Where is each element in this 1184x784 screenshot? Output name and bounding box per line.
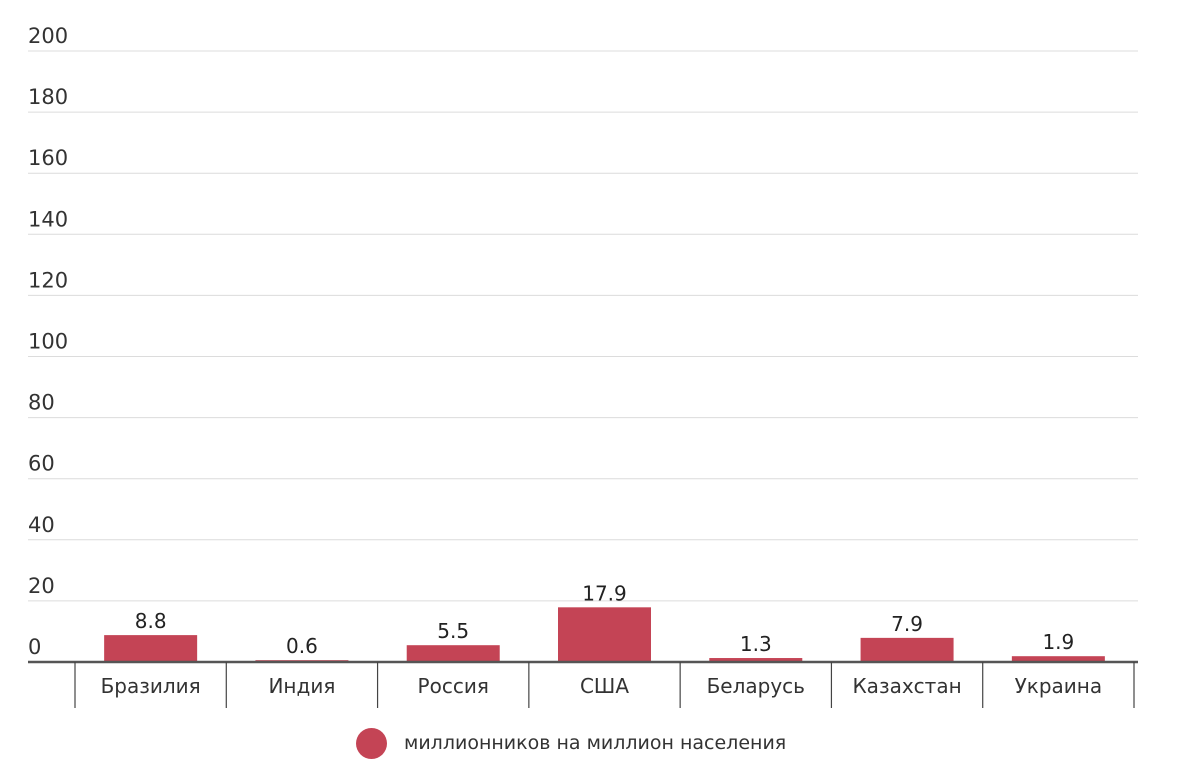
data-label: 1.3 <box>740 632 772 656</box>
legend-swatch <box>356 727 387 759</box>
y-axis-tick-labels: 0 20 40 60 80 100 120 140 160 180 200 <box>28 24 68 659</box>
y-tick-label: 20 <box>28 574 55 598</box>
bar <box>406 645 500 662</box>
gridlines <box>28 50 1138 602</box>
data-label: 17.9 <box>582 581 627 605</box>
bar <box>860 637 954 662</box>
y-tick-label: 180 <box>28 85 68 109</box>
bar <box>709 658 803 662</box>
bars <box>104 607 1105 662</box>
data-labels: 8.8 0.6 5.5 17.9 1.3 7.9 1.9 <box>135 581 1075 658</box>
data-label: 1.9 <box>1042 630 1074 654</box>
x-axis <box>28 660 1138 708</box>
y-tick-label: 100 <box>28 330 68 354</box>
y-tick-label: 80 <box>28 391 55 415</box>
x-category-label: Индия <box>268 674 335 698</box>
x-category-label: Бразилия <box>101 674 201 698</box>
y-tick-label: 60 <box>28 452 55 476</box>
y-tick-label: 160 <box>28 146 68 170</box>
y-tick-label: 0 <box>28 635 41 659</box>
x-category-label: Беларусь <box>707 674 805 698</box>
legend-label: миллионников на миллион населения <box>404 732 787 754</box>
x-axis-category-labels: Бразилия Индия Россия США Беларусь Казахстан У… <box>101 674 1103 698</box>
bar <box>558 607 651 662</box>
data-label: 7.9 <box>891 612 923 636</box>
x-category-label: США <box>580 674 629 698</box>
data-label: 0.6 <box>286 634 318 658</box>
bar <box>1011 656 1105 662</box>
y-tick-label: 40 <box>28 513 55 537</box>
x-category-label: Россия <box>418 674 489 698</box>
legend: миллионников на миллион населения <box>356 726 786 760</box>
y-tick-label: 140 <box>28 207 68 231</box>
y-tick-label: 120 <box>28 268 68 292</box>
x-category-label: Казахстан <box>852 674 961 698</box>
bar <box>104 635 198 662</box>
data-label: 5.5 <box>437 619 469 643</box>
y-tick-label: 200 <box>28 24 68 48</box>
data-label: 8.8 <box>135 609 167 633</box>
x-category-label: Украина <box>1015 674 1103 698</box>
